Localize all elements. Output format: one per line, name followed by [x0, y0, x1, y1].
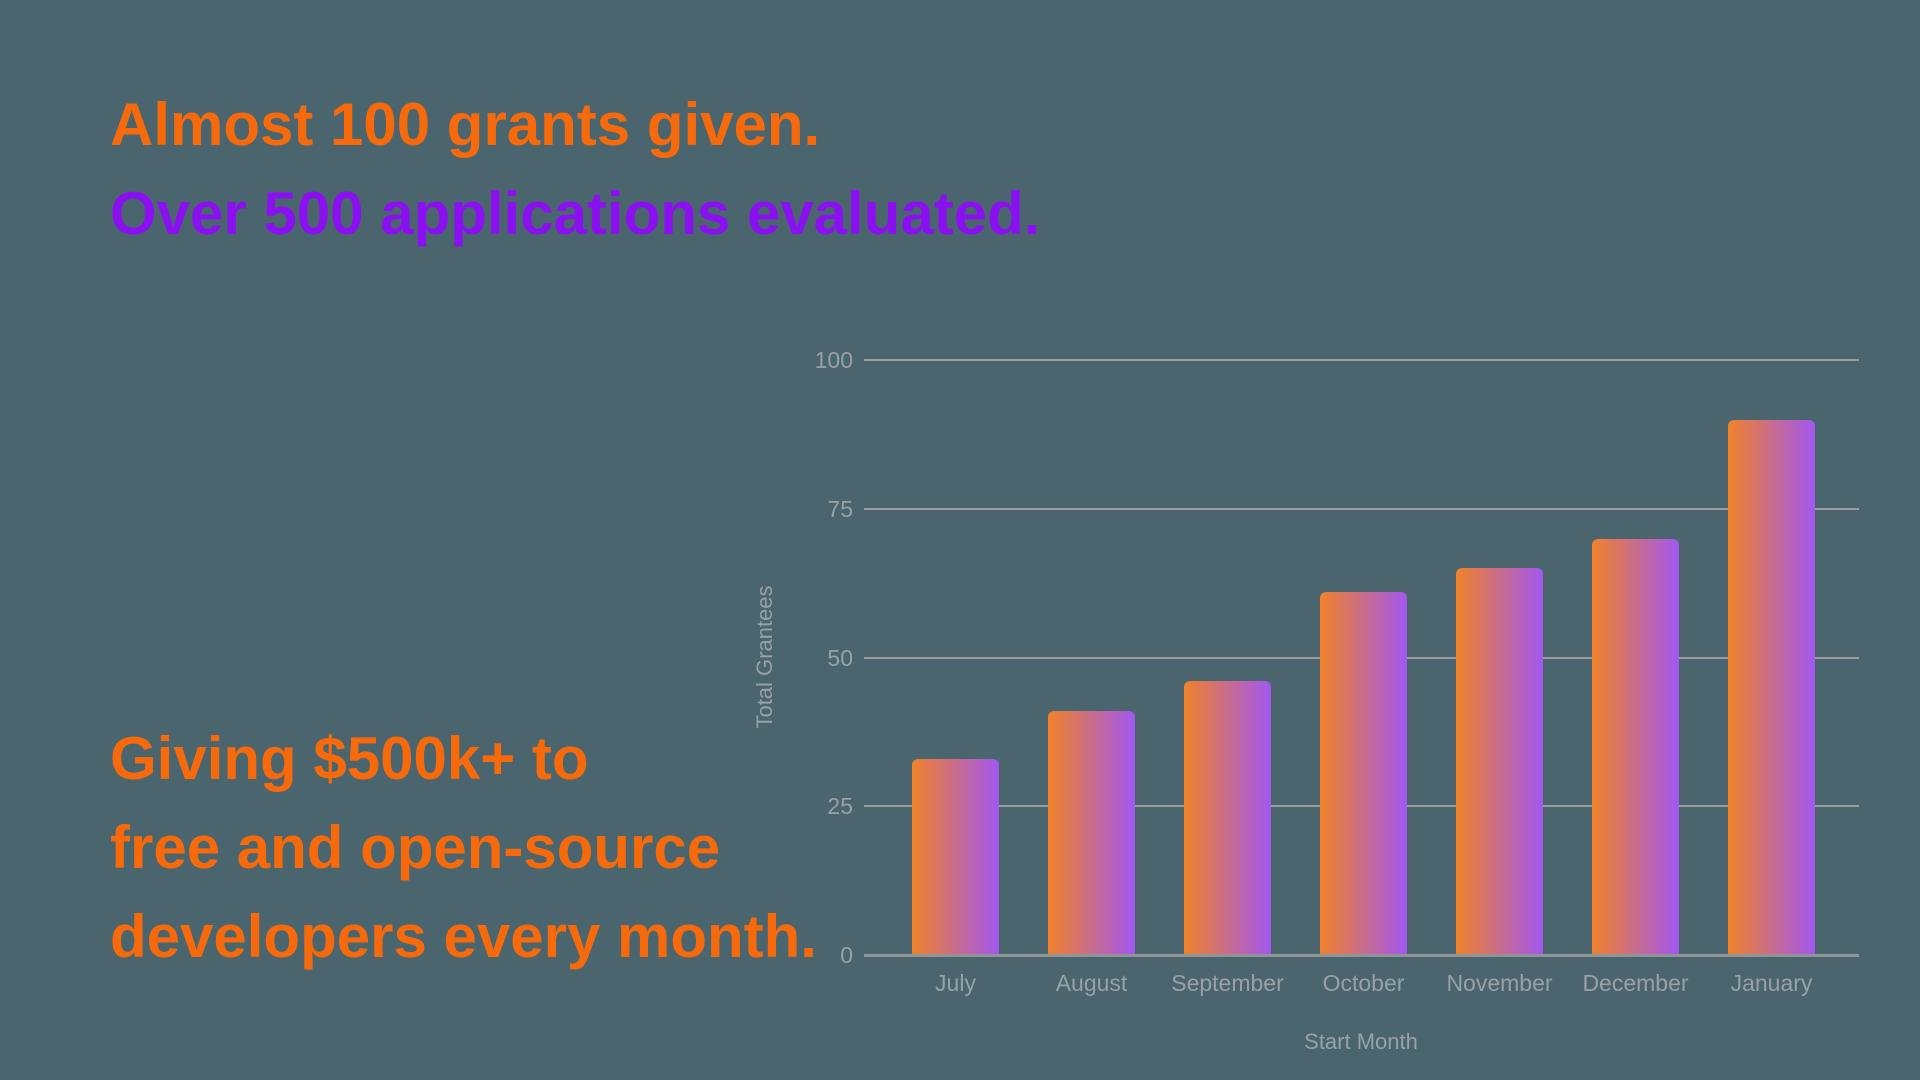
bar-july [912, 758, 999, 955]
x-axis-title: Start Month [1304, 1029, 1418, 1054]
bar-october [1320, 592, 1407, 955]
gridline-100 [864, 359, 1859, 361]
y-tick-label-50: 50 [827, 644, 853, 671]
x-tick-label-october: October [1322, 970, 1405, 996]
y-tick-label-100: 100 [814, 347, 853, 373]
giving-statement-block: Giving $500k+ to free and open-source de… [110, 714, 817, 981]
y-tick-label-0: 0 [840, 942, 853, 968]
headline-grants-given: Almost 100 grants given. [110, 91, 821, 158]
x-tick-label-july: July [935, 970, 976, 996]
bar-september [1184, 681, 1271, 955]
bar-august [1048, 711, 1135, 955]
giving-line-3: developers every month. [110, 903, 817, 970]
x-tick-label-january: January [1730, 970, 1813, 996]
giving-line-2: free and open-source [110, 814, 721, 881]
x-axis-baseline [864, 953, 1859, 957]
bar-november [1456, 568, 1543, 955]
gridline-75 [864, 507, 1859, 510]
x-tick-label-december: December [1582, 970, 1689, 996]
y-tick-label-25: 25 [827, 793, 853, 820]
headline-block: Almost 100 grants given. Over 500 applic… [110, 80, 1040, 258]
x-tick-label-september: September [1171, 970, 1284, 996]
y-tick-label-75: 75 [827, 495, 853, 522]
bar-december [1592, 538, 1679, 955]
giving-line-1: Giving $500k+ to [110, 725, 589, 792]
headline-applications-evaluated: Over 500 applications evaluated. [110, 180, 1041, 247]
x-tick-label-august: August [1055, 970, 1128, 996]
x-tick-label-november: November [1446, 970, 1553, 996]
bar-january [1728, 419, 1815, 955]
